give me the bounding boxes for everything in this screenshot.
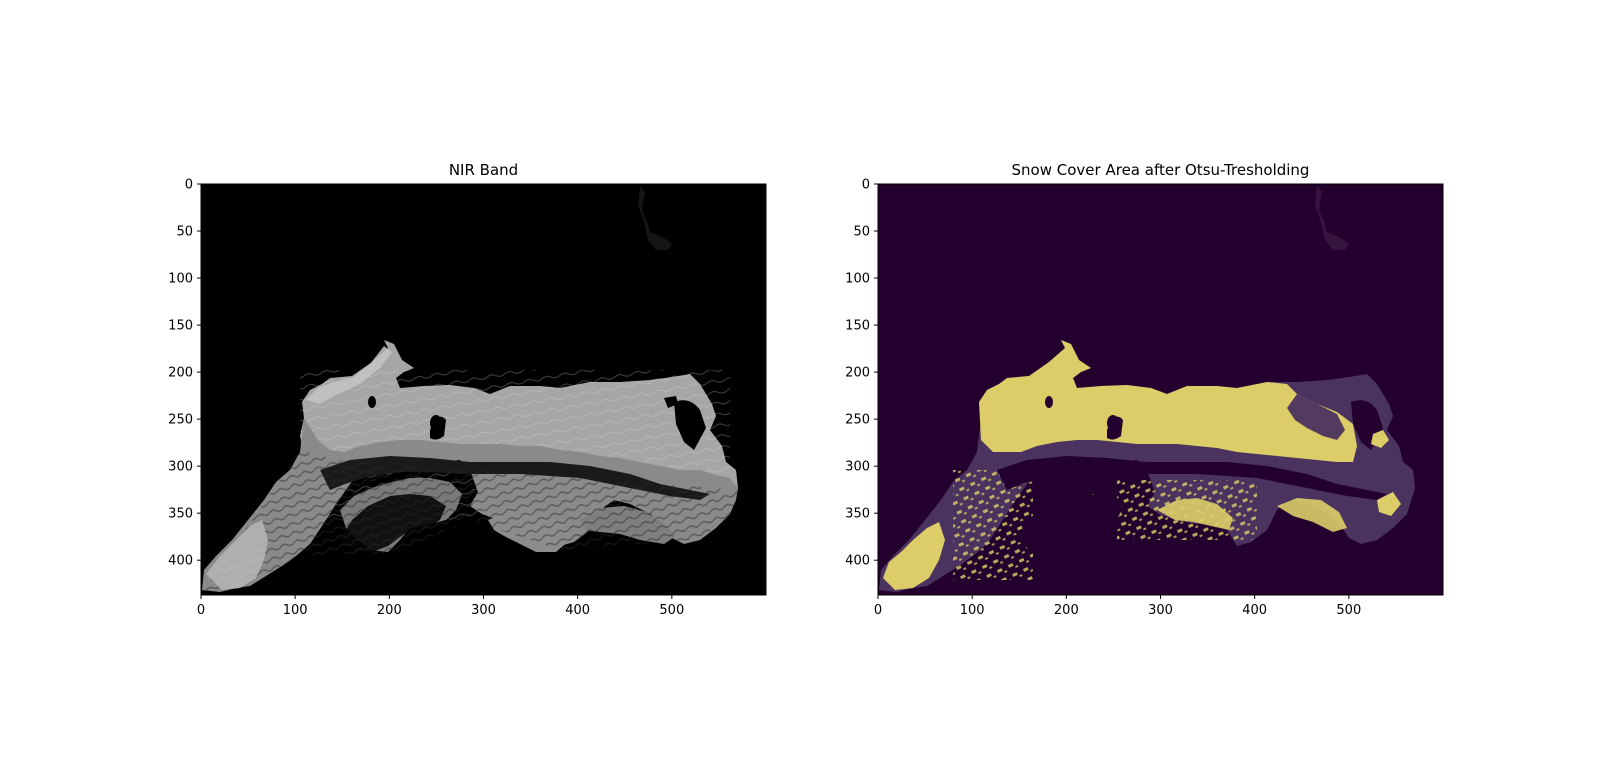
- snow-x-tick-label: 500: [1336, 603, 1361, 618]
- snow-dark-gap: [1017, 494, 1123, 552]
- nir-sw-slope: [206, 520, 268, 590]
- nir-x-tick-label: 400: [565, 603, 590, 618]
- snow-cover-panel: Snow Cover Area after Otsu-Tresholding: [845, 161, 1444, 619]
- snow-y-tick-label: 150: [845, 319, 870, 334]
- nir-band-image: [201, 184, 766, 595]
- snow-blob-east: [1371, 430, 1389, 448]
- nir-lake-5: [664, 396, 678, 408]
- snow-y-tick-label: 100: [845, 272, 870, 287]
- snow-patch-se: [1277, 498, 1347, 532]
- snow-cover-axes: 0 100 200 300 400 500 0 50 100 150 200 250 300 350 400: [845, 178, 1361, 619]
- nir-y-tick-label: 400: [168, 554, 193, 569]
- snow-x-tick-label: 0: [874, 603, 882, 618]
- nir-y-tick-label: 150: [168, 319, 193, 334]
- nir-x-tick-label: 0: [197, 603, 205, 618]
- snow-y-tick-label: 200: [845, 366, 870, 381]
- nir-band-axes: 0 100 200 300 400 500 0 50 100 150 200 250 300 350 400: [168, 178, 684, 619]
- snow-y-tick-label: 400: [845, 554, 870, 569]
- nir-y-tick-label: 200: [168, 366, 193, 381]
- snow-cover-title: Snow Cover Area after Otsu-Tresholding: [1012, 161, 1310, 179]
- snow-y-tick-label: 350: [845, 507, 870, 522]
- snow-lake-2: [1107, 416, 1123, 440]
- nir-y-tick-label: 350: [168, 507, 193, 522]
- snow-dark-valley: [997, 456, 1387, 500]
- snow-upper-plateau: [979, 340, 1357, 462]
- snow-x-tick-label: 200: [1054, 603, 1079, 618]
- snow-patch-south: [1157, 498, 1233, 530]
- nir-lake-2: [430, 416, 446, 440]
- nir-y-tick-label: 250: [168, 413, 193, 428]
- nir-band-panel: NIR Band: [168, 161, 767, 619]
- nir-x-tick-label: 300: [471, 603, 496, 618]
- snow-x-tick-label: 100: [960, 603, 985, 618]
- nir-y-tick-label: 300: [168, 460, 193, 475]
- nir-lake-4: [674, 400, 706, 450]
- snow-y-tick-label: 250: [845, 413, 870, 428]
- nir-ne-peninsula: [306, 346, 392, 404]
- nir-x-tick-label: 100: [283, 603, 308, 618]
- nir-y-tick-label: 50: [176, 225, 193, 240]
- snow-patch-far-se: [1377, 492, 1401, 516]
- nir-x-tick-label: 200: [377, 603, 402, 618]
- snow-y-tick-label: 50: [853, 225, 870, 240]
- snow-y-tick-label: 0: [862, 178, 870, 193]
- snow-cover-image: [878, 184, 1443, 595]
- nir-band-title: NIR Band: [449, 161, 518, 179]
- snow-sw-lobe: [883, 522, 945, 590]
- snow-faint-feature: [1315, 186, 1349, 250]
- nir-x-tick-label: 500: [659, 603, 684, 618]
- snow-gap-east: [1287, 394, 1345, 440]
- nir-faint-feature: [638, 186, 672, 250]
- snow-x-tick-label: 300: [1148, 603, 1173, 618]
- nir-y-tick-label: 0: [185, 178, 193, 193]
- nir-y-tick-label: 100: [168, 272, 193, 287]
- snow-lake-3: [1045, 396, 1053, 408]
- nir-lake-3: [368, 396, 376, 408]
- snow-y-tick-label: 300: [845, 460, 870, 475]
- snow-x-tick-label: 400: [1242, 603, 1267, 618]
